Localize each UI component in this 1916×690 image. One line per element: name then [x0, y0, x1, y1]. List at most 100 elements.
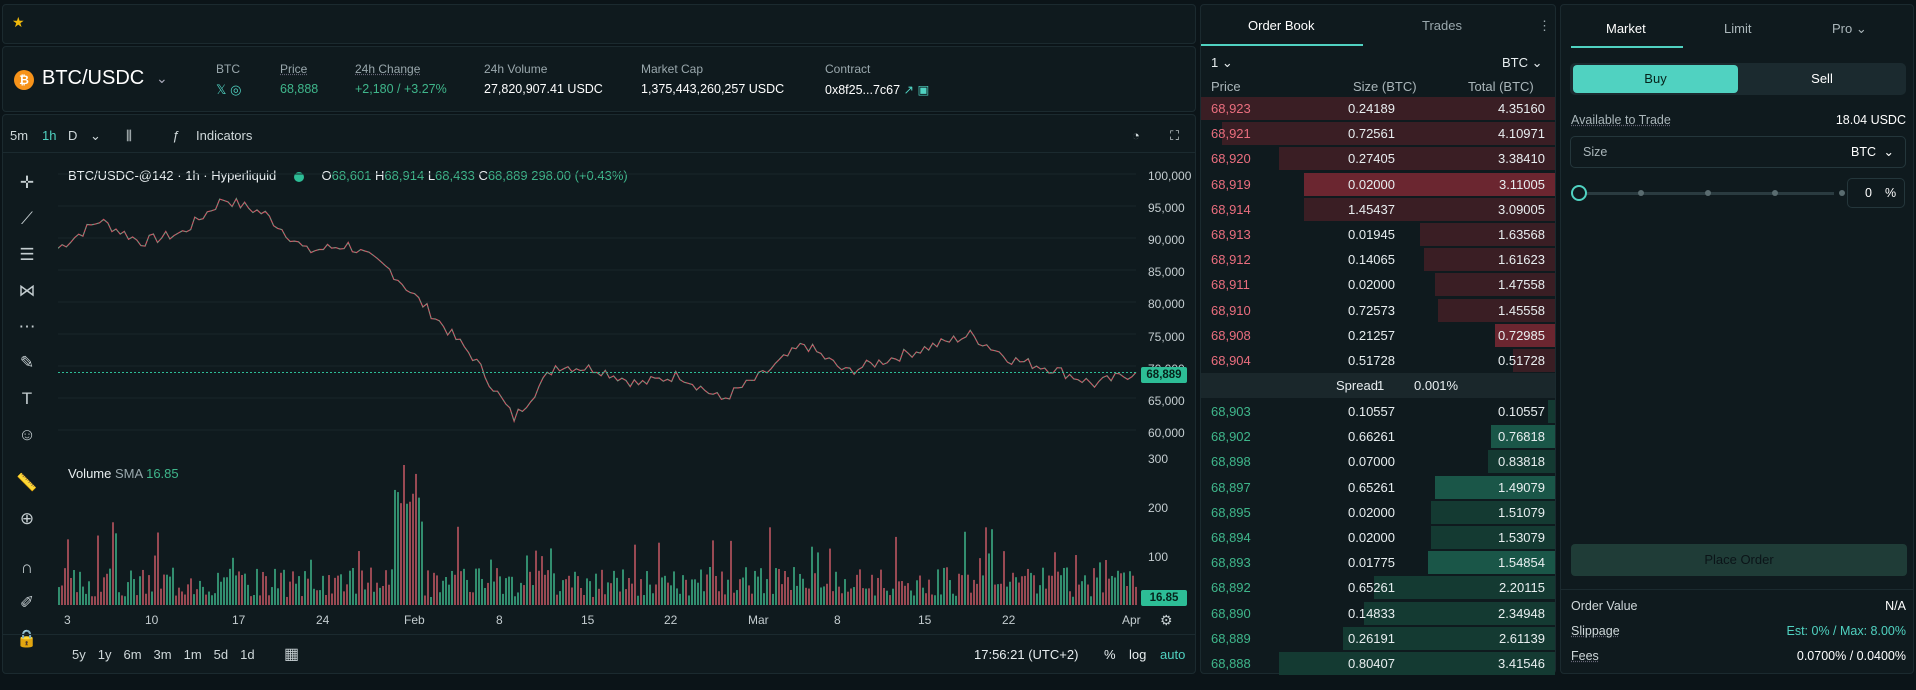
contract-stat[interactable]: Contract 0x8f25...7c67 ↗ ▣	[825, 62, 930, 97]
slider-tick[interactable]	[1772, 190, 1778, 196]
size-input[interactable]	[1570, 136, 1906, 168]
fullscreen-icon[interactable]: ⛶	[1170, 128, 1180, 143]
slider-handle[interactable]	[1571, 185, 1587, 201]
bid-row[interactable]: 68,890 0.14833 2.34948	[1201, 601, 1555, 626]
volume-bar	[754, 570, 756, 605]
volume-bar	[184, 594, 186, 605]
buy-button[interactable]: Buy	[1573, 65, 1738, 93]
ask-row[interactable]: 68,908 0.21257 0.72985	[1201, 323, 1555, 348]
lock-drawing-icon[interactable]: ✐	[19, 593, 35, 612]
volume-bar	[640, 579, 642, 605]
screenshot-icon[interactable]: ◔	[1132, 128, 1140, 143]
price-chart[interactable]	[58, 160, 1138, 460]
magnet-icon[interactable]: ∩	[20, 558, 34, 577]
tab-limit[interactable]: Limit	[1724, 21, 1752, 36]
range-5y[interactable]: 5y	[72, 647, 86, 662]
projection-icon[interactable]: ⋯	[18, 317, 36, 336]
volume-bar	[721, 571, 723, 605]
clock-time[interactable]: 17:56:21 (UTC+2)	[974, 647, 1079, 662]
price-stat: Price 68,888	[280, 62, 319, 96]
tab-order-book[interactable]: Order Book	[1248, 18, 1315, 33]
ask-row[interactable]: 68,919 0.02000 3.11005	[1201, 172, 1555, 197]
tab-market[interactable]: Market	[1606, 21, 1646, 36]
trendline-icon[interactable]: ⟋	[21, 209, 33, 228]
place-order-button[interactable]: Place Order	[1571, 544, 1907, 576]
more-vert-icon[interactable]: ⋮	[1538, 18, 1551, 33]
brush-icon[interactable]: ✎	[19, 353, 35, 372]
sell-button[interactable]: Sell	[1811, 71, 1833, 86]
slider-tick[interactable]	[1705, 190, 1711, 196]
percent-toggle[interactable]: %	[1104, 647, 1116, 662]
fib-icon[interactable]: ☰	[19, 245, 35, 264]
crosshair-icon[interactable]: ✛	[19, 173, 35, 192]
volume-bar	[1135, 586, 1137, 605]
bid-row[interactable]: 68,902 0.66261 0.76818	[1201, 424, 1555, 449]
ask-row[interactable]: 68,920 0.27405 3.38410	[1201, 146, 1555, 171]
range-3m[interactable]: 3m	[153, 647, 172, 662]
text-icon[interactable]: T	[21, 389, 33, 408]
ask-row[interactable]: 68,914 1.45437 3.09005	[1201, 197, 1555, 222]
bid-row[interactable]: 68,894 0.02000 1.53079	[1201, 525, 1555, 550]
slider-tick[interactable]	[1638, 190, 1644, 196]
zoom-icon[interactable]: ⊕	[19, 509, 35, 528]
ask-row[interactable]: 68,910 0.72573 1.45558	[1201, 298, 1555, 323]
bid-row[interactable]: 68,892 0.65261 2.20115	[1201, 575, 1555, 600]
volume-bar	[286, 596, 288, 605]
interval-chevron-icon[interactable]: ⌄	[90, 128, 101, 143]
volume-bar	[517, 592, 519, 605]
volume-bar	[295, 583, 297, 605]
candle-type-icon[interactable]: ⫼	[126, 128, 132, 143]
percent-input[interactable]	[1847, 178, 1905, 208]
range-1m[interactable]: 1m	[183, 647, 202, 662]
bid-row[interactable]: 68,903 0.10557 0.10557	[1201, 399, 1555, 424]
bid-row[interactable]: 68,898 0.07000 0.83818	[1201, 449, 1555, 474]
volume-bar	[904, 585, 906, 605]
date-range-icon[interactable]: ▦	[284, 646, 300, 663]
ask-row[interactable]: 68,921 0.72561 4.10971	[1201, 121, 1555, 146]
ask-row[interactable]: 68,923 0.24189 4.35160	[1201, 96, 1555, 121]
bid-row[interactable]: 68,897 0.65261 1.49079	[1201, 475, 1555, 500]
volume-bar	[118, 592, 120, 605]
emoji-icon[interactable]: ☺	[18, 425, 36, 444]
log-toggle[interactable]: log	[1129, 647, 1147, 662]
slider-tick[interactable]	[1839, 190, 1845, 196]
range-5d[interactable]: 5d	[213, 647, 229, 662]
volume-bar	[973, 579, 975, 605]
volume-bar	[724, 594, 726, 605]
interval-d[interactable]: D	[68, 128, 78, 143]
volume-bar	[910, 590, 912, 605]
auto-toggle[interactable]: auto	[1160, 647, 1186, 662]
ask-row[interactable]: 68,911 0.02000 1.47558	[1201, 272, 1555, 297]
volume-bar	[571, 587, 573, 605]
lock-icon[interactable]: 🔒	[16, 629, 38, 648]
unit-select[interactable]: BTC ⌄	[1502, 55, 1543, 70]
volume-bar	[82, 586, 84, 605]
range-1y[interactable]: 1y	[97, 647, 112, 662]
bid-row[interactable]: 68,893 0.01775 1.54854	[1201, 550, 1555, 575]
range-1d[interactable]: 1d	[240, 647, 255, 662]
star-icon[interactable]: ★	[12, 14, 25, 30]
range-6m[interactable]: 6m	[123, 647, 142, 662]
bid-row[interactable]: 68,888 0.80407 3.41546	[1201, 651, 1555, 676]
ask-row[interactable]: 68,912 0.14065 1.61623	[1201, 247, 1555, 272]
pattern-icon[interactable]: ⋈	[18, 281, 36, 300]
interval-1h[interactable]: 1h	[42, 128, 57, 143]
chevron-down-icon[interactable]: ⌄	[1883, 145, 1894, 159]
tab-trades[interactable]: Trades	[1422, 18, 1462, 33]
tab-pro[interactable]: Pro ⌄	[1832, 21, 1867, 36]
bid-row[interactable]: 68,889 0.26191 2.61139	[1201, 626, 1555, 651]
interval-5m[interactable]: 5m	[10, 128, 29, 143]
ask-row[interactable]: 68,904 0.51728 0.51728	[1201, 348, 1555, 373]
volume-bar	[379, 587, 381, 605]
size-unit[interactable]: BTC	[1851, 145, 1876, 159]
pair-selector[interactable]: BTC/USDC	[42, 67, 145, 89]
bid-row[interactable]: 68,895 0.02000 1.51079	[1201, 500, 1555, 525]
volume-bar	[835, 571, 837, 605]
chevron-down-icon[interactable]: ⌄	[156, 70, 168, 86]
settings-gear-icon[interactable]: ⚙	[1160, 612, 1173, 628]
indicators-button[interactable]: Indicators	[196, 128, 253, 143]
ruler-icon[interactable]: 📏	[16, 473, 38, 492]
x-tick: Feb	[404, 613, 425, 627]
ask-row[interactable]: 68,913 0.01945 1.63568	[1201, 222, 1555, 247]
tick-size-select[interactable]: 1 ⌄	[1211, 55, 1233, 70]
